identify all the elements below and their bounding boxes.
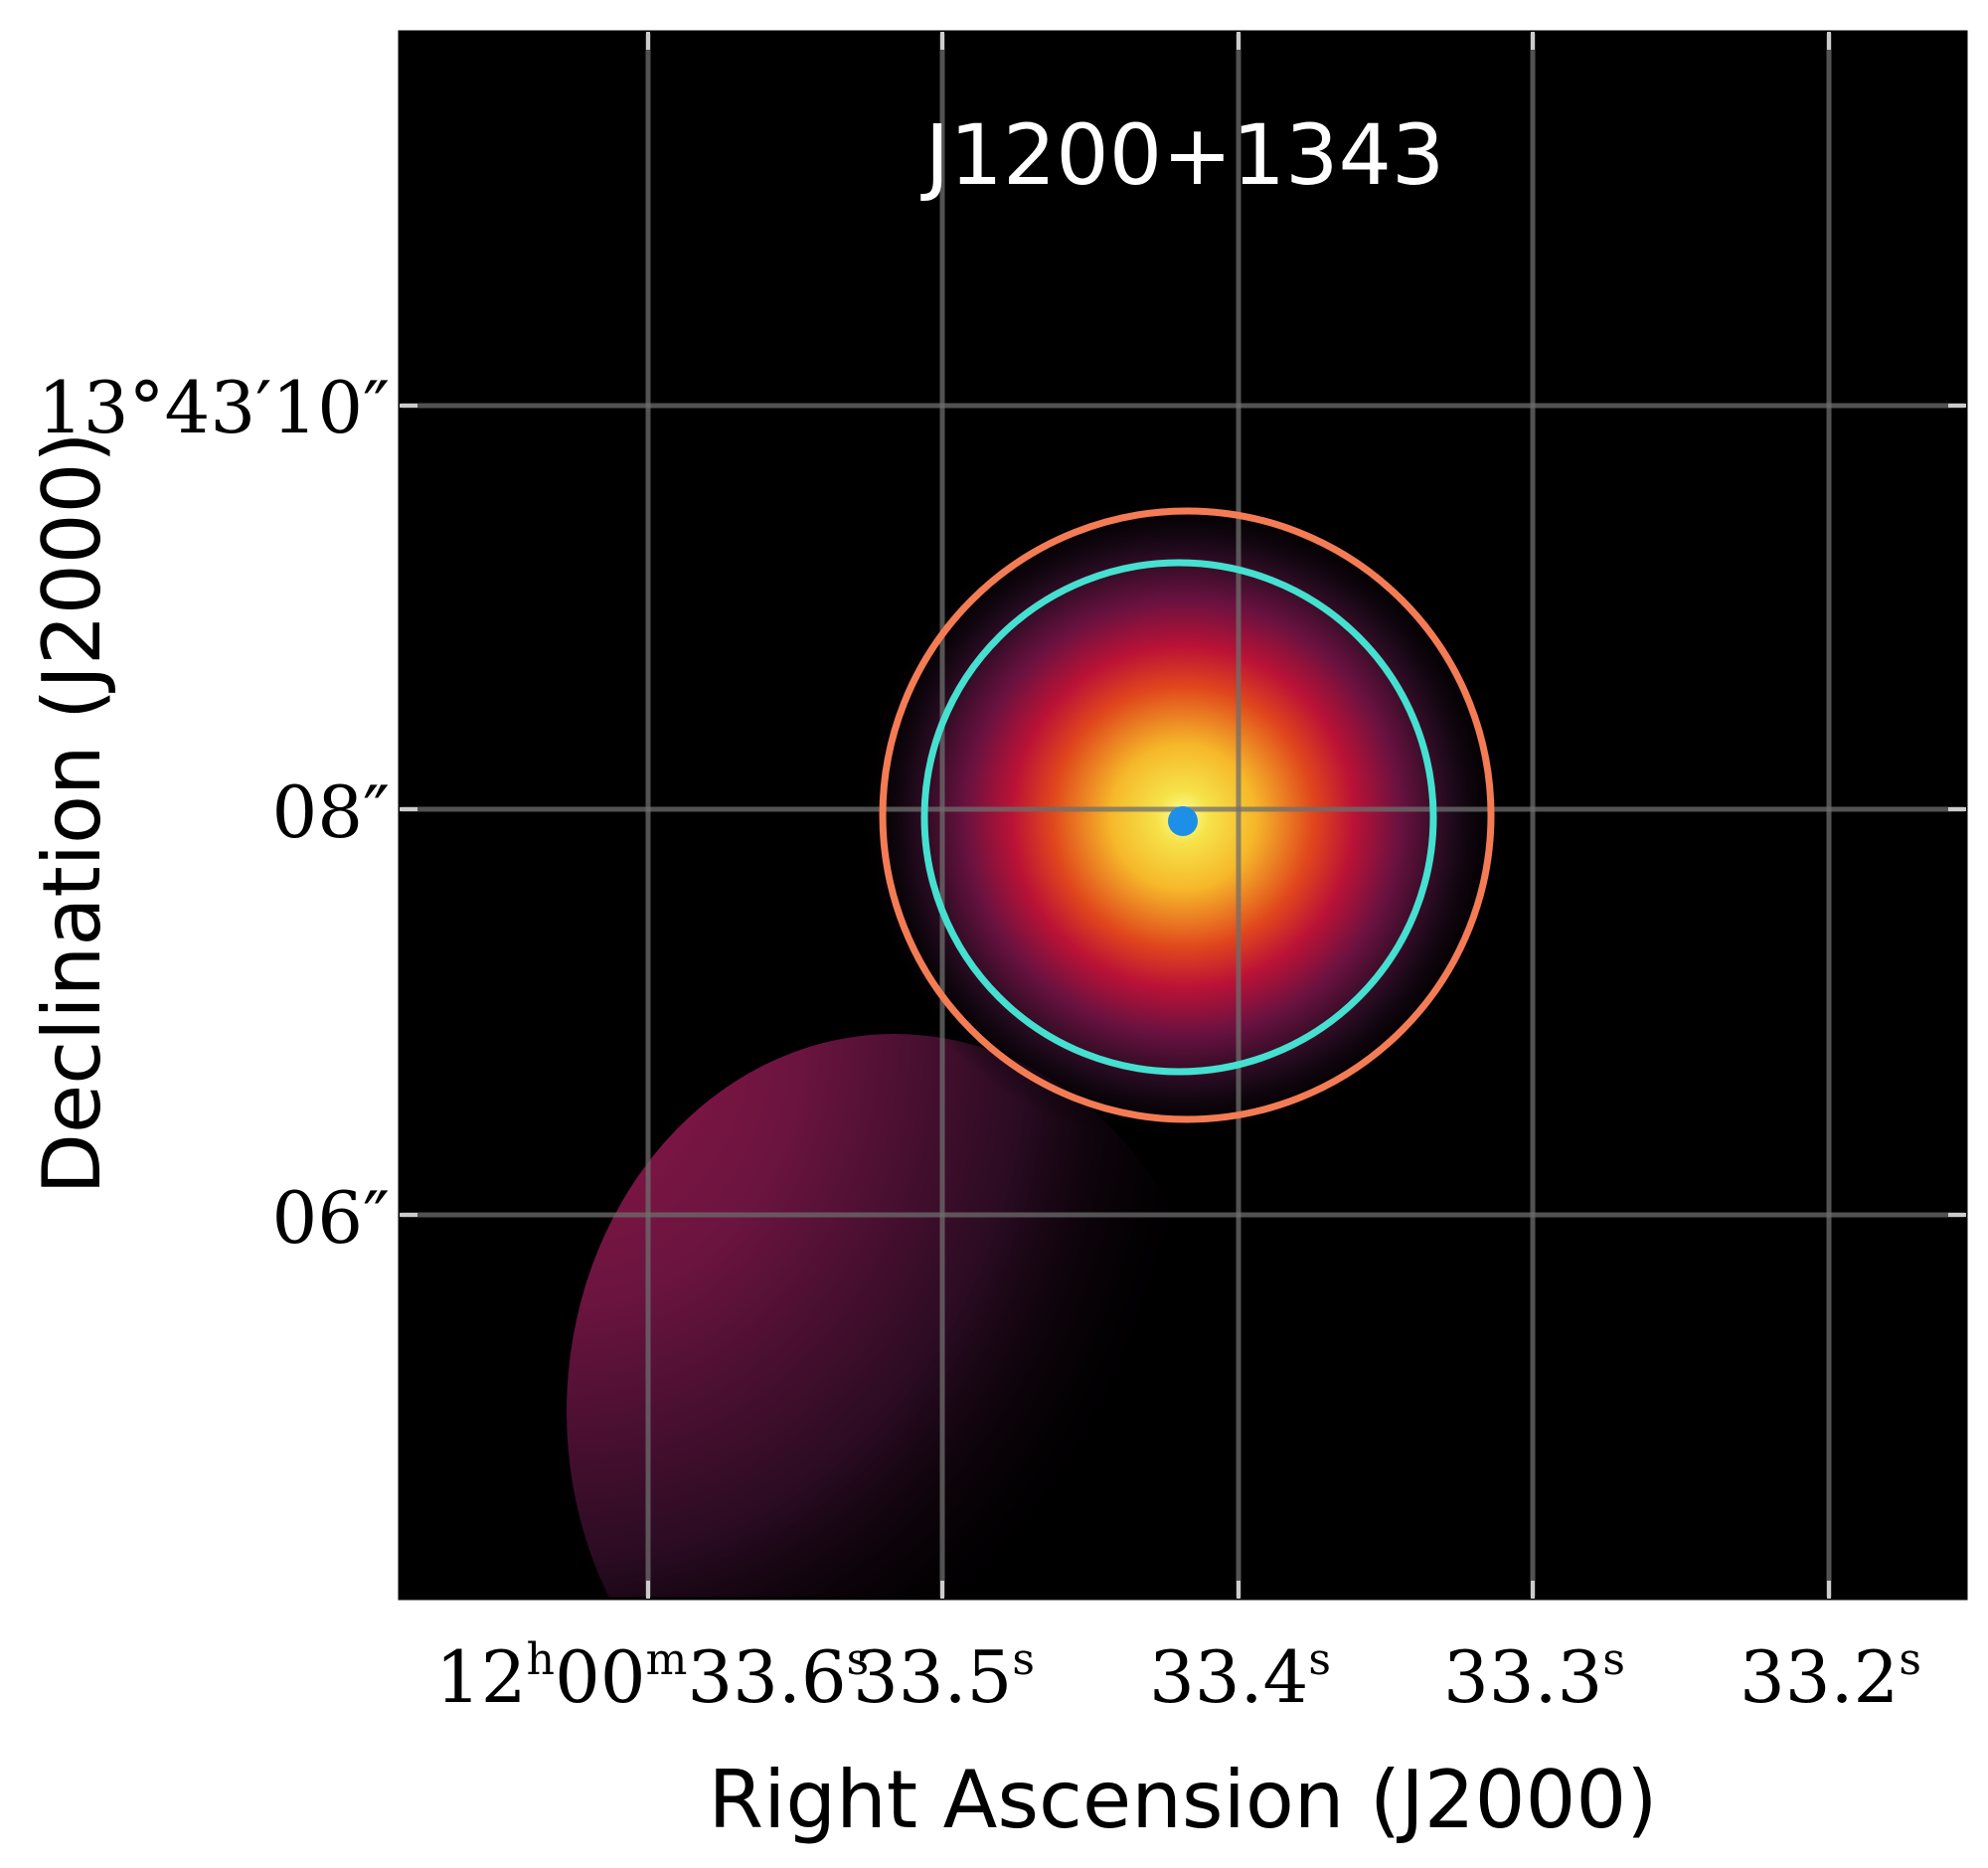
tick-marks [400,32,1966,1599]
inner-aperture-circle [920,559,1437,1076]
ra-tick-label: 33.2s [1740,1634,1921,1719]
dec-tick-label: 13°43′10″ [38,366,390,449]
x-axis-label: Right Ascension (J2000) [709,1754,1658,1846]
dec-tick-label: 06″ [271,1176,390,1260]
ra-tick-label: 33.5s [853,1634,1035,1719]
plot-frame [398,30,1968,1601]
core-marker [1168,806,1198,836]
companion-emission [567,1034,1223,1599]
ra-tick-labels: 12h00m33.6s 33.5s 33.4s 33.3s 33.2s [435,1634,1921,1719]
figure-title: J1200+1343 [920,106,1445,204]
ra-tick-label: 12h00m33.6s [435,1634,869,1719]
ra-tick-label: 33.4s [1149,1634,1331,1719]
ra-tick-label: 33.3s [1443,1634,1625,1719]
dec-tick-labels: 13°43′10″ 08″ 06″ [38,366,390,1260]
dec-tick-label: 08″ [271,770,390,854]
outer-aperture-circle [879,507,1495,1123]
y-axis-label: Declination (J2000) [26,431,118,1194]
plot-area: J1200+1343 [398,30,1968,1601]
